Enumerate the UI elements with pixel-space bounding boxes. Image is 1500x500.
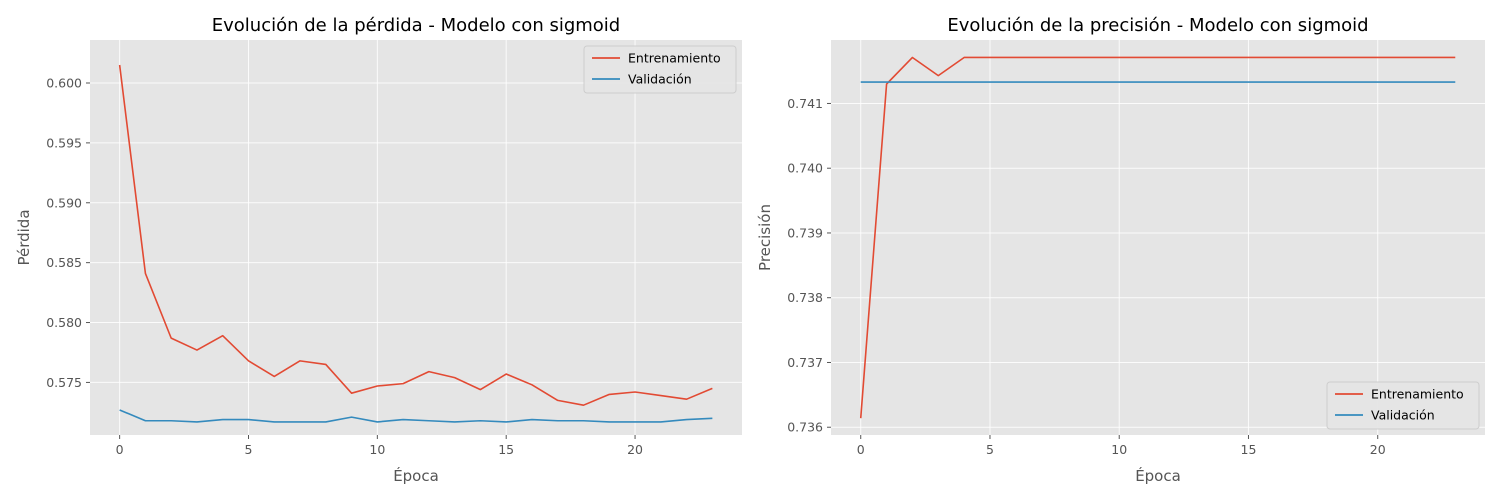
x-axis-label: Época: [393, 466, 439, 485]
y-tick-label: 0.741: [787, 96, 823, 111]
x-tick-label: 15: [1241, 442, 1257, 457]
legend: Entrenamiento Validación: [583, 45, 737, 94]
legend-box: [583, 45, 737, 94]
x-tick-label: 10: [369, 442, 385, 457]
y-tick-label: 0.740: [787, 161, 823, 176]
series-line-validacion: [119, 409, 713, 423]
legend: Entrenamiento Validación: [1326, 381, 1480, 430]
plot-area: [831, 40, 1485, 435]
x-tick-label: 15: [498, 442, 514, 457]
y-tick-label: 0.738: [787, 290, 823, 305]
series-line-entrenamiento: [118, 64, 713, 406]
chart-title: Evolución de la precisión - Modelo con s…: [947, 15, 1368, 36]
legend-label: Entrenamiento: [628, 51, 721, 66]
x-tick-label: 0: [116, 442, 124, 457]
y-tick-label: 0.575: [46, 375, 82, 390]
x-tick-label: 5: [986, 442, 994, 457]
y-tick-label: 0.580: [46, 315, 82, 330]
y-tick-label: 0.736: [787, 420, 823, 435]
legend-label: Validación: [628, 72, 692, 87]
plot-area: [90, 40, 742, 435]
x-tick-label: 5: [245, 442, 253, 457]
x-tick-label: 10: [1111, 442, 1127, 457]
y-axis-label: Precisión: [756, 204, 774, 271]
y-tick-label: 0.595: [46, 135, 82, 150]
x-tick-label: 20: [627, 442, 643, 457]
x-tick-label: 0: [857, 442, 865, 457]
y-tick-label: 0.600: [46, 75, 82, 90]
y-axis-label: Pérdida: [15, 209, 33, 265]
loss-chart: 0 5 10 15 20 0.575 0.580 0.585 0.590 0.595 0.600 Ev…: [15, 15, 742, 485]
y-tick-label: 0.585: [46, 255, 82, 270]
x-tick-label: 20: [1370, 442, 1386, 457]
chart-title: Evolución de la pérdida - Modelo con sig…: [212, 15, 620, 36]
y-tick-label: 0.590: [46, 195, 82, 210]
series-line-entrenamiento: [859, 56, 1456, 419]
legend-box: [1326, 381, 1480, 430]
legend-label: Entrenamiento: [1371, 387, 1464, 402]
y-tick-label: 0.739: [787, 225, 823, 240]
legend-label: Validación: [1371, 408, 1435, 423]
accuracy-chart: 0 5 10 15 20 0.736 0.737 0.738 0.739 0.740 0.741 Ev…: [756, 15, 1485, 485]
y-tick-label: 0.737: [787, 355, 823, 370]
x-axis-label: Época: [1135, 466, 1181, 485]
